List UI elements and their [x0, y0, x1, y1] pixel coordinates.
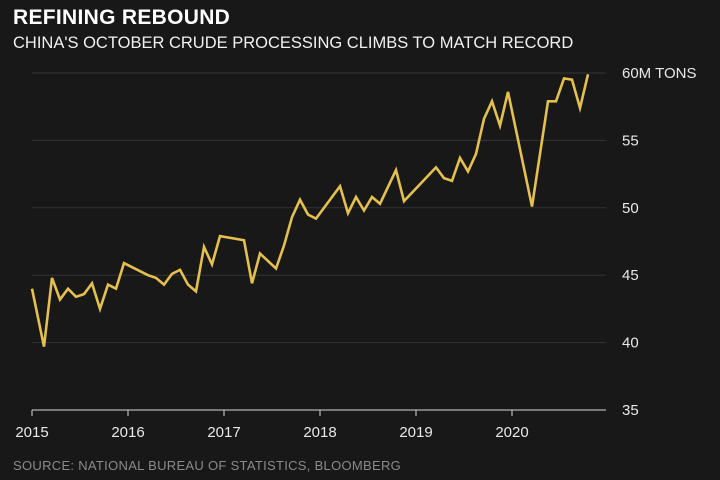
y-tick-label: 45	[622, 267, 639, 284]
chart-source: SOURCE: NATIONAL BUREAU OF STATISTICS, B…	[13, 458, 402, 473]
y-tick-label: 50	[622, 200, 639, 217]
x-tick-label: 2017	[207, 424, 240, 441]
chart-title: REFINING REBOUND	[13, 6, 231, 29]
y-tick-label: 60M TONS	[622, 65, 696, 82]
x-tick-label: 2015	[15, 424, 48, 441]
x-tick-label: 2020	[495, 424, 528, 441]
y-tick-label: 35	[622, 402, 639, 419]
y-tick-label: 55	[622, 132, 639, 149]
y-tick-label: 40	[622, 335, 639, 352]
series-line	[30, 73, 590, 347]
x-tick-label: 2016	[111, 424, 144, 441]
chart-subtitle: CHINA'S OCTOBER CRUDE PROCESSING CLIMBS …	[13, 34, 574, 52]
x-tick-label: 2018	[303, 424, 336, 441]
x-tick-label: 2019	[399, 424, 432, 441]
